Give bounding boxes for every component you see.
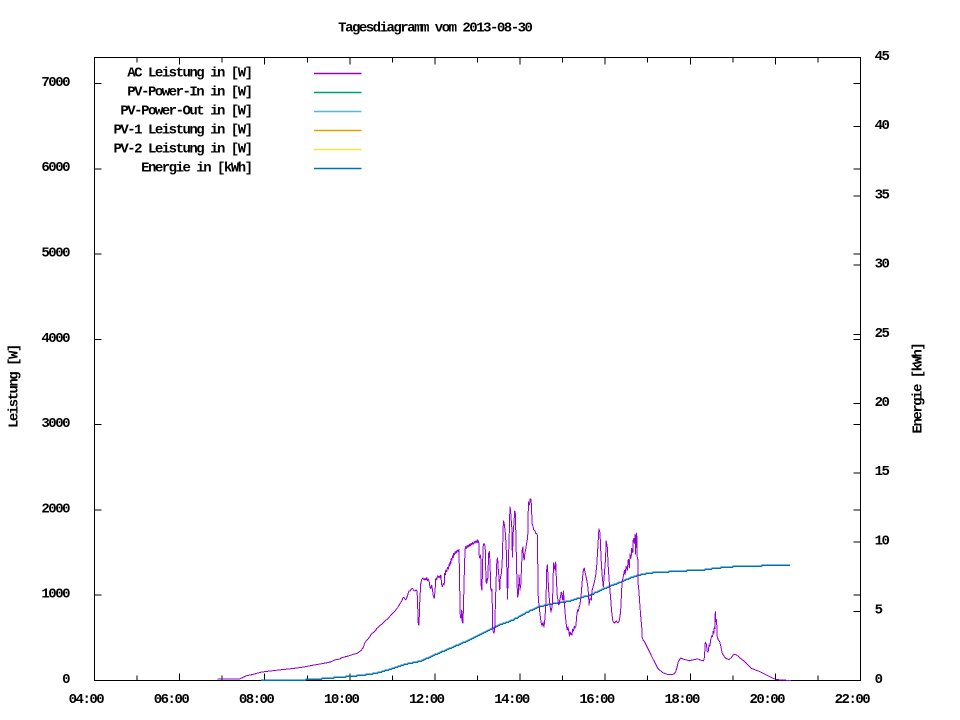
svg-text:30: 30 — [875, 257, 890, 273]
svg-text:10:00: 10:00 — [324, 692, 360, 708]
svg-text:5: 5 — [875, 603, 883, 619]
svg-text:5000: 5000 — [41, 246, 70, 262]
svg-text:10: 10 — [875, 534, 890, 550]
svg-text:6000: 6000 — [41, 160, 70, 176]
svg-text:40: 40 — [875, 118, 890, 134]
svg-text:45: 45 — [875, 49, 890, 65]
svg-text:Tagesdiagramm vom 2013-08-30: Tagesdiagramm vom 2013-08-30 — [338, 21, 532, 37]
svg-text:04:00: 04:00 — [69, 692, 105, 708]
svg-text:PV-1 Leistung in [W]: PV-1 Leistung in [W] — [113, 123, 251, 139]
svg-text:2000: 2000 — [41, 501, 70, 517]
svg-text:15: 15 — [875, 464, 890, 480]
svg-text:22:00: 22:00 — [835, 692, 871, 708]
svg-text:PV-Power-Out in [W]: PV-Power-Out in [W] — [120, 104, 251, 120]
svg-text:7000: 7000 — [41, 75, 70, 91]
svg-text:PV-Power-In in [W]: PV-Power-In in [W] — [127, 85, 251, 101]
svg-text:18:00: 18:00 — [664, 692, 700, 708]
svg-text:12:00: 12:00 — [409, 692, 445, 708]
svg-text:1000: 1000 — [41, 587, 70, 603]
svg-text:0: 0 — [875, 672, 883, 688]
svg-text:20: 20 — [875, 395, 890, 411]
svg-text:0: 0 — [62, 672, 70, 688]
svg-text:AC Leistung in [W]: AC Leistung in [W] — [127, 66, 251, 82]
svg-text:Energie in [kWh]: Energie in [kWh] — [141, 161, 251, 177]
svg-text:PV-2 Leistung in [W]: PV-2 Leistung in [W] — [113, 142, 251, 158]
svg-text:Energie [kWh]: Energie [kWh] — [911, 344, 927, 434]
svg-text:08:00: 08:00 — [239, 692, 275, 708]
svg-text:35: 35 — [875, 187, 890, 203]
svg-text:20:00: 20:00 — [750, 692, 786, 708]
svg-text:16:00: 16:00 — [579, 692, 615, 708]
svg-text:06:00: 06:00 — [154, 692, 190, 708]
svg-text:25: 25 — [875, 326, 890, 342]
svg-text:3000: 3000 — [41, 416, 70, 432]
svg-text:Leistung [W]: Leistung [W] — [6, 345, 22, 428]
svg-text:4000: 4000 — [41, 331, 70, 347]
svg-text:14:00: 14:00 — [494, 692, 530, 708]
